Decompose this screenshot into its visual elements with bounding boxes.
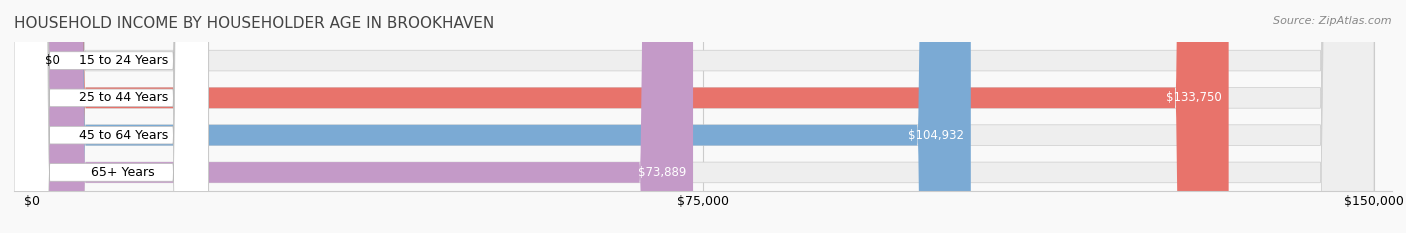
FancyBboxPatch shape [14,0,208,233]
Text: 25 to 44 Years: 25 to 44 Years [79,91,167,104]
Text: $133,750: $133,750 [1166,91,1222,104]
FancyBboxPatch shape [14,0,208,233]
Text: 45 to 64 Years: 45 to 64 Years [79,129,167,142]
FancyBboxPatch shape [32,0,1374,233]
FancyBboxPatch shape [14,0,208,233]
Text: $73,889: $73,889 [638,166,686,179]
Text: $104,932: $104,932 [908,129,965,142]
FancyBboxPatch shape [32,0,1374,233]
FancyBboxPatch shape [32,0,693,233]
Text: $0: $0 [45,54,60,67]
FancyBboxPatch shape [32,0,1229,233]
Text: HOUSEHOLD INCOME BY HOUSEHOLDER AGE IN BROOKHAVEN: HOUSEHOLD INCOME BY HOUSEHOLDER AGE IN B… [14,16,495,31]
FancyBboxPatch shape [32,0,1374,233]
FancyBboxPatch shape [32,0,970,233]
Text: Source: ZipAtlas.com: Source: ZipAtlas.com [1274,16,1392,26]
Text: 65+ Years: 65+ Years [91,166,155,179]
FancyBboxPatch shape [14,0,208,233]
Text: 15 to 24 Years: 15 to 24 Years [79,54,167,67]
FancyBboxPatch shape [32,0,1374,233]
